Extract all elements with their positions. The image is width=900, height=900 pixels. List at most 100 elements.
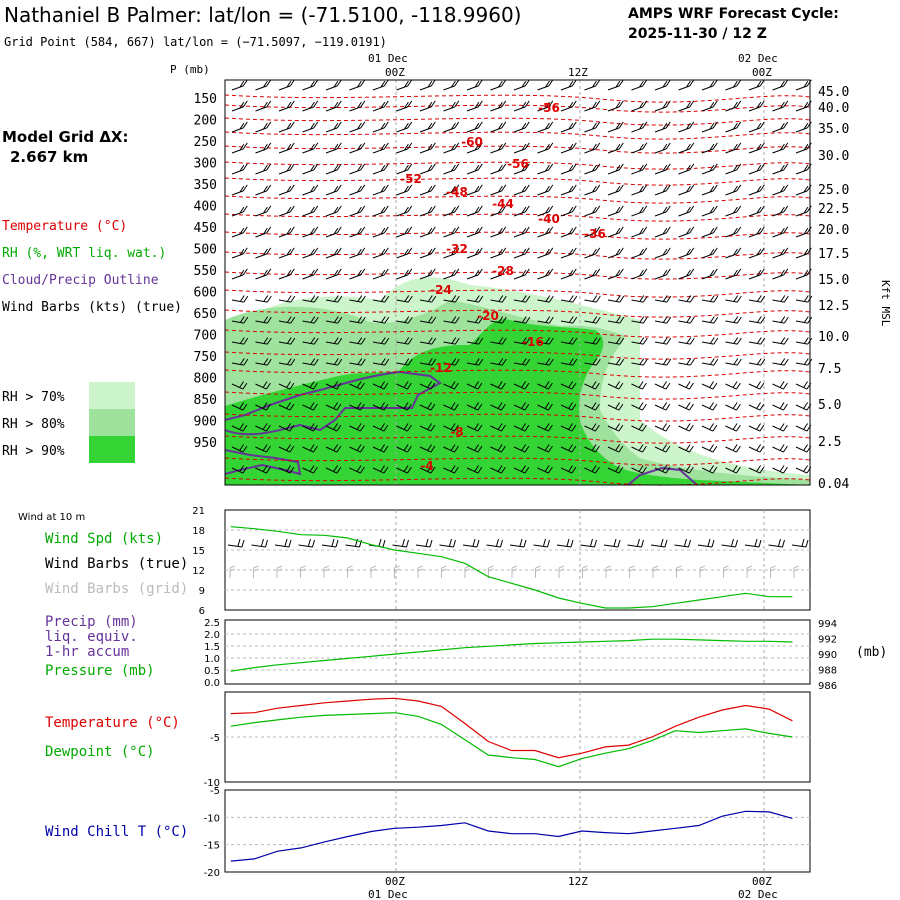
wind-barb — [678, 358, 695, 366]
isotherm-line — [224, 477, 811, 486]
wind-barb — [466, 444, 483, 453]
wind-barb — [490, 423, 506, 432]
cloud-outline-2 — [224, 449, 302, 476]
wind-barb — [584, 268, 601, 280]
wind-barb — [419, 268, 436, 280]
wind-barb — [349, 444, 365, 453]
wind-barb — [443, 402, 459, 411]
wind-barb — [466, 423, 483, 432]
wind-barb — [443, 444, 459, 453]
wind-barb — [255, 402, 271, 411]
wind-barb — [537, 316, 554, 324]
wind-barb — [255, 142, 272, 154]
wind-barb — [631, 268, 648, 280]
pressure-unit: (mb) — [856, 645, 887, 660]
wind-barb — [772, 226, 789, 238]
wind-barb — [678, 465, 694, 474]
isotherm-line — [224, 131, 811, 140]
wind-barb — [325, 402, 342, 411]
wind-barb — [466, 381, 483, 390]
wind-barb — [490, 358, 507, 366]
wind-barb — [654, 358, 672, 366]
wind-barb — [396, 268, 413, 280]
wind-barb — [255, 465, 271, 474]
pressure-tick-label: 950 — [194, 436, 217, 451]
wind-barb — [748, 100, 765, 112]
wind-barb — [560, 226, 577, 238]
wind-barb — [325, 163, 342, 175]
wind-barb — [372, 465, 389, 474]
wind-barb — [513, 226, 530, 238]
wind-barb — [607, 142, 624, 154]
precip-panel: 2.52.01.51.00.50.0 994 992 990 988 986 — [204, 618, 837, 692]
windchill-panel: -5 -10 -15 -20 — [204, 786, 811, 879]
wind-barb-grid — [370, 565, 377, 578]
wind-barb — [255, 184, 272, 196]
wind-barb — [443, 465, 459, 474]
isotherm-label: -40 — [538, 212, 560, 226]
wind-barb — [490, 316, 507, 324]
height-tick-label: 5.0 — [818, 398, 841, 413]
isotherm-label: -52 — [400, 172, 422, 186]
wind-barb — [419, 100, 436, 112]
wind-barb — [278, 337, 296, 345]
wind-barb — [795, 247, 812, 259]
wind-barb — [419, 184, 436, 196]
wind-barb — [725, 100, 742, 112]
wind-barb — [631, 295, 648, 303]
wind-barb-grid — [417, 565, 424, 578]
wind-barb — [325, 184, 342, 196]
wind-barb — [349, 247, 366, 259]
top-date-1: 01 Dec — [368, 52, 408, 65]
wind-barb — [255, 316, 272, 324]
wind-barb — [231, 465, 248, 474]
pressure-tick-label: 800 — [194, 372, 217, 387]
wind-barb — [349, 226, 366, 238]
wind-barb — [372, 100, 389, 112]
legend-precip: Precip (mm) — [45, 614, 138, 630]
height-tick-label: 2.5 — [818, 435, 841, 450]
wind-barb — [584, 163, 601, 175]
wind-barb — [490, 381, 506, 390]
wind-barb — [302, 247, 319, 259]
axis-tick-label: 2.5 — [204, 618, 220, 629]
wind-barb — [396, 79, 413, 91]
wind-barb — [584, 465, 600, 474]
wind-barb — [466, 402, 483, 411]
isotherm-line — [224, 435, 811, 444]
wind-barb — [396, 163, 413, 175]
wind-barb — [560, 205, 577, 217]
wind-barb — [537, 358, 554, 366]
wind-barb — [325, 205, 342, 217]
wind-barb — [513, 184, 530, 196]
wind-barb — [302, 381, 318, 390]
wind-barb — [490, 247, 507, 259]
wind-barb — [490, 226, 507, 238]
isotherm-label: -8 — [450, 425, 463, 439]
isotherm-label: -20 — [477, 309, 499, 323]
height-tick-label: 30.0 — [818, 149, 849, 164]
wind-barb — [701, 226, 718, 238]
wind-barb — [584, 100, 601, 112]
legend-cloud-outline: Cloud/Precip Outline — [2, 273, 159, 288]
isotherm-label: -16 — [522, 335, 544, 349]
wind-barb — [772, 444, 788, 453]
pressure-tick-label: 350 — [194, 178, 217, 193]
wind-barb — [537, 423, 553, 432]
wind-barb — [372, 205, 389, 217]
wind-barb — [372, 247, 389, 259]
wind-barb — [349, 142, 366, 154]
pressure-tick-label: 400 — [194, 200, 217, 215]
wind-barb — [490, 337, 507, 345]
wind-barb — [584, 381, 600, 390]
legend-rh70-swatch — [89, 382, 135, 409]
wind-barb-grid — [676, 565, 682, 578]
isotherm-line — [224, 177, 811, 186]
wind-barb-grid — [253, 565, 259, 578]
isotherm-line — [224, 351, 811, 360]
axis-tick-label: 12 — [192, 566, 205, 577]
wind-barb — [654, 226, 671, 238]
wind-barb — [631, 316, 648, 324]
wind-barb — [466, 121, 483, 133]
wind-barb-10m — [486, 538, 503, 548]
